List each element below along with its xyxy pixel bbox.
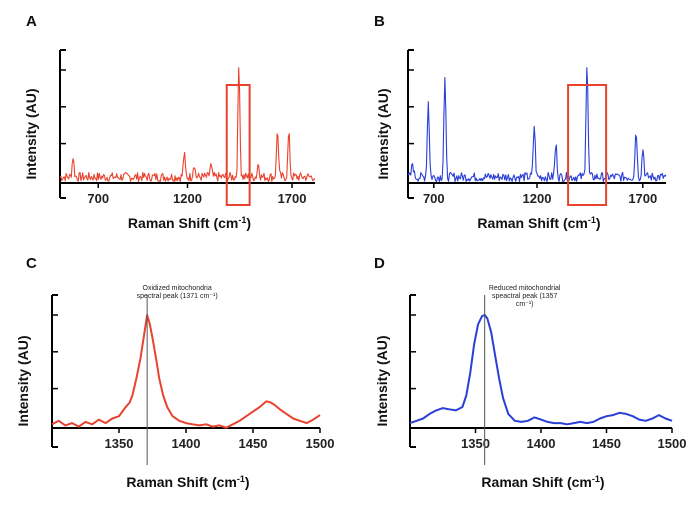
- y-axis-label: Intensity (AU): [23, 89, 39, 180]
- panel-letter: D: [374, 255, 385, 272]
- spectrum-line: [407, 67, 667, 183]
- panel-letter: A: [26, 13, 37, 30]
- x-tick-label: 1400: [527, 436, 556, 451]
- chart-panel-b: B 700 1200 1700 Raman Shift (cm-1) Intensity …: [374, 13, 667, 231]
- x-tick-label: 1350: [461, 436, 490, 451]
- spectrum-line: [59, 67, 316, 183]
- x-tick-label: 1200: [523, 191, 552, 206]
- chart-panel-c: C 1350 1400 1450 1500 Raman Shift (cm-1) Inten…: [15, 255, 334, 490]
- y-axis-label: Intensity (AU): [375, 89, 391, 180]
- peak-highlight-box: [567, 84, 608, 206]
- spectrum-line: [409, 314, 673, 426]
- x-axis-label: Raman Shift (cm-1): [481, 474, 604, 490]
- x-tick-label: 1450: [592, 436, 621, 451]
- chart-panel-d: D 1350 1400 1450 1500 Raman Shift (cm-1) Inten…: [374, 255, 686, 490]
- x-axis-label: Raman Shift (cm-1): [477, 215, 600, 231]
- x-tick-label: 1450: [239, 436, 268, 451]
- x-tick-label: 1500: [306, 436, 335, 451]
- panel-letter: C: [26, 255, 37, 272]
- peak-highlight-box: [225, 84, 251, 206]
- peak-annotation-text: spectral peak (1371 cm⁻¹): [137, 293, 218, 300]
- y-axis-label: Intensity (AU): [374, 336, 390, 427]
- x-tick-label: 1700: [278, 191, 307, 206]
- x-axis-label: Raman Shift (cm-1): [128, 215, 251, 231]
- panel-letter: B: [374, 13, 385, 30]
- x-tick-label: 1350: [105, 436, 134, 451]
- peak-annotation-text: cm⁻¹): [516, 301, 534, 308]
- spectrum-line: [51, 314, 321, 429]
- y-axis-label: Intensity (AU): [15, 336, 31, 427]
- x-tick-label: 1700: [628, 191, 657, 206]
- x-tick-label: 700: [423, 191, 445, 206]
- x-tick-label: 1400: [172, 436, 201, 451]
- peak-annotation-text: Reduced mitochondrial: [489, 285, 561, 292]
- chart-panel-a: A 700 1200 1700 Raman Shift (cm-1) Intensity …: [23, 13, 316, 231]
- x-axis-label: Raman Shift (cm-1): [126, 474, 249, 490]
- peak-annotation-text: speactral peak (1357: [492, 293, 557, 300]
- x-tick-label: 1200: [173, 191, 202, 206]
- x-tick-label: 700: [87, 191, 109, 206]
- peak-annotation-text: Oxidized mitochondria: [143, 285, 212, 292]
- x-tick-label: 1500: [658, 436, 687, 451]
